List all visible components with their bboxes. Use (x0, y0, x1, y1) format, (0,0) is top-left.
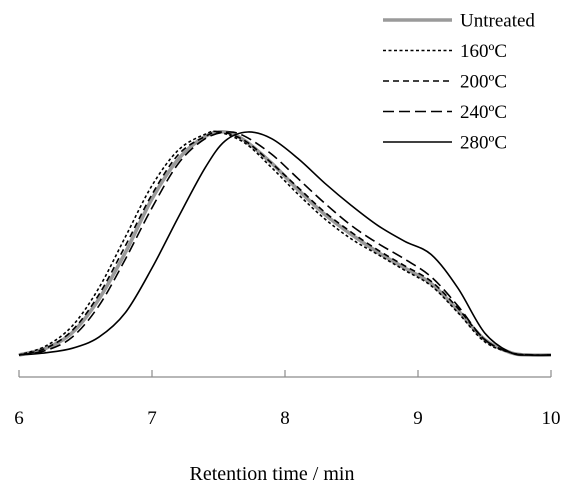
plot-area (18, 129, 552, 357)
x-tick-label: 8 (280, 408, 290, 429)
series-line-200-c (18, 131, 552, 356)
legend: Untreated 160ºC 200ºC 240ºC 280ºC (383, 11, 535, 154)
x-tick-label: 6 (14, 408, 24, 429)
x-tick-label: 9 (413, 408, 423, 429)
legend-label-240-c: 240ºC (460, 102, 507, 123)
legend-label-200-c: 200ºC (460, 72, 507, 93)
legend-label-280-c: 280ºC (460, 133, 507, 154)
series-line-160-c (18, 130, 552, 356)
legend-label-160-c: 160ºC (460, 41, 507, 62)
series-line-280-c (18, 131, 552, 356)
x-axis: 6 7 8 9 10 (14, 370, 561, 429)
series-line-240-c (18, 131, 552, 356)
x-axis-label: Retention time / min (190, 463, 355, 485)
legend-label-untreated: Untreated (460, 11, 535, 32)
x-tick-label: 10 (542, 408, 561, 429)
x-tick-label: 7 (147, 408, 157, 429)
